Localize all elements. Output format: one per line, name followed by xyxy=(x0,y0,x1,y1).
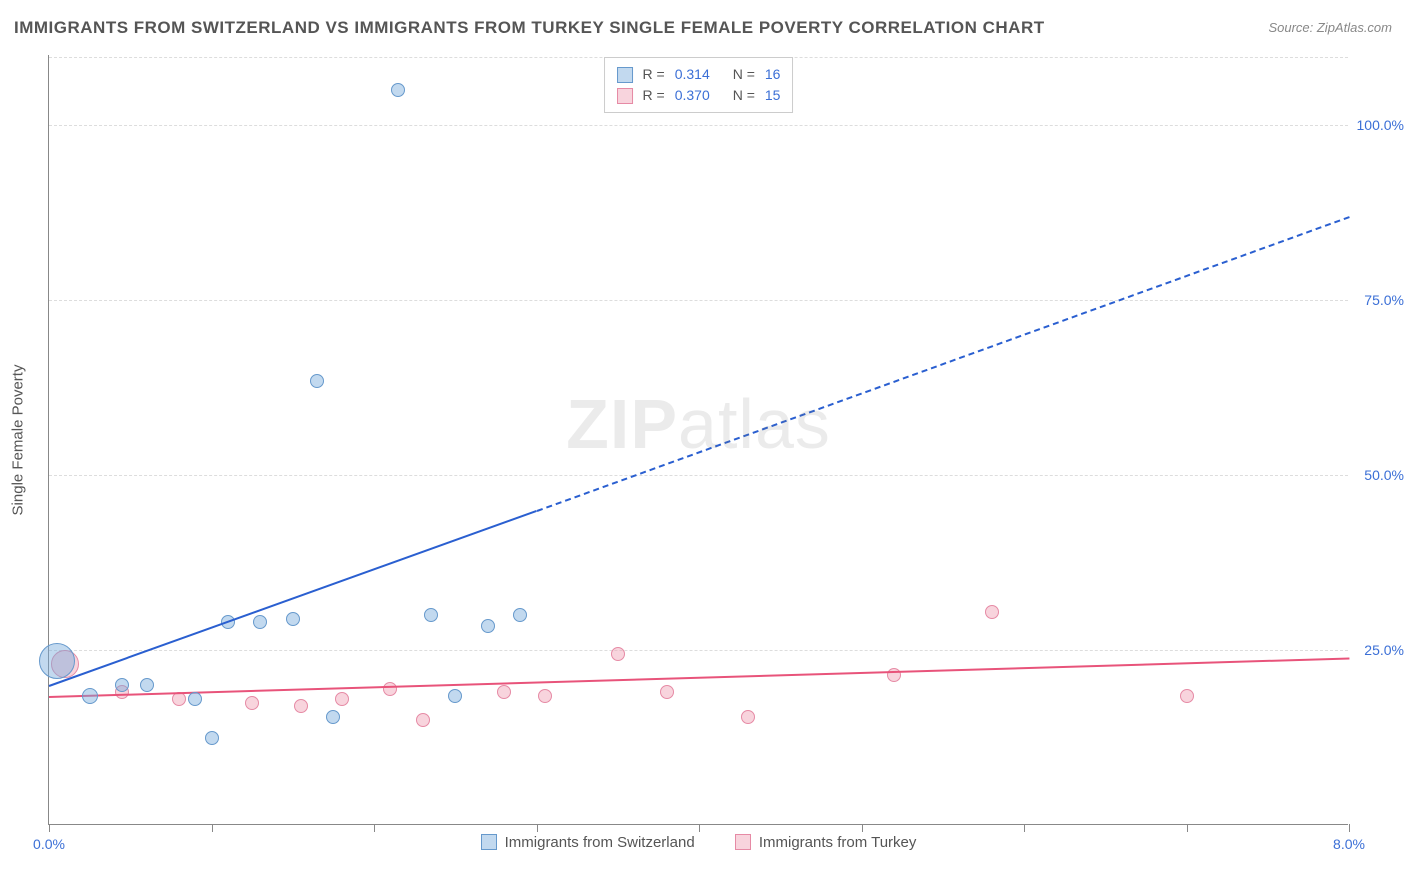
scatter-point-switzerland xyxy=(481,619,495,633)
scatter-point-switzerland xyxy=(424,608,438,622)
x-tick xyxy=(1187,824,1188,832)
n-label: N = xyxy=(733,85,755,106)
x-tick xyxy=(374,824,375,832)
n-value: 15 xyxy=(765,85,781,106)
trend-line xyxy=(49,510,537,687)
r-value: 0.314 xyxy=(675,64,723,85)
scatter-point-switzerland xyxy=(286,612,300,626)
y-axis-label: Single Female Poverty xyxy=(10,365,27,516)
scatter-point-turkey xyxy=(538,689,552,703)
swatch-icon xyxy=(617,67,633,83)
x-tick-label: 0.0% xyxy=(33,836,65,852)
scatter-point-turkey xyxy=(741,710,755,724)
n-label: N = xyxy=(733,64,755,85)
scatter-point-switzerland xyxy=(115,678,129,692)
r-label: R = xyxy=(643,64,665,85)
chart-area: Single Female Poverty ZIPatlas R =0.314N… xyxy=(48,55,1348,825)
chart-title: IMMIGRANTS FROM SWITZERLAND VS IMMIGRANT… xyxy=(14,18,1045,37)
scatter-point-switzerland xyxy=(82,688,98,704)
plot-region: ZIPatlas R =0.314N =16R =0.370N =15 Immi… xyxy=(48,55,1348,825)
scatter-point-turkey xyxy=(335,692,349,706)
trend-line-dashed xyxy=(536,216,1349,512)
scatter-point-switzerland xyxy=(391,83,405,97)
source-prefix: Source: xyxy=(1268,20,1316,35)
x-tick xyxy=(1024,824,1025,832)
gridline xyxy=(49,125,1348,126)
legend-correlation-row: R = 0.370 N = 15 xyxy=(617,85,781,106)
scatter-point-turkey xyxy=(383,682,397,696)
x-tick xyxy=(862,824,863,832)
chart-header: IMMIGRANTS FROM SWITZERLAND VS IMMIGRANT… xyxy=(14,18,1392,48)
scatter-point-turkey xyxy=(1180,689,1194,703)
scatter-point-turkey xyxy=(887,668,901,682)
y-tick-label: 50.0% xyxy=(1364,467,1404,483)
x-tick xyxy=(212,824,213,832)
scatter-point-switzerland xyxy=(310,374,324,388)
gridline xyxy=(49,650,1348,651)
scatter-point-switzerland xyxy=(448,689,462,703)
correlation-legend: R = 0.314 N = 16 R = 0.370 N = 15 xyxy=(604,57,794,113)
x-tick xyxy=(49,824,50,832)
scatter-point-turkey xyxy=(660,685,674,699)
series-legend: Immigrants from Switzerland Immigrants f… xyxy=(49,834,1348,855)
legend-item-turkey: Immigrants from Turkey xyxy=(735,834,917,851)
scatter-point-switzerland xyxy=(140,678,154,692)
source-attribution: Source: ZipAtlas.com xyxy=(1268,20,1392,35)
x-tick xyxy=(1349,824,1350,832)
scatter-point-turkey xyxy=(245,696,259,710)
scatter-point-turkey xyxy=(416,713,430,727)
legend-correlation-row: R = 0.314 N = 16 xyxy=(617,64,781,85)
x-tick xyxy=(699,824,700,832)
scatter-point-turkey xyxy=(985,605,999,619)
source-name: ZipAtlas.com xyxy=(1317,20,1392,35)
gridline xyxy=(49,300,1348,301)
legend-item-switzerland: Immigrants from Switzerland xyxy=(481,834,695,851)
scatter-point-switzerland xyxy=(205,731,219,745)
x-tick xyxy=(537,824,538,832)
scatter-point-switzerland xyxy=(326,710,340,724)
r-label: R = xyxy=(643,85,665,106)
y-tick-label: 25.0% xyxy=(1364,642,1404,658)
y-tick-label: 100.0% xyxy=(1357,117,1404,133)
swatch-icon xyxy=(481,834,497,850)
trend-line xyxy=(49,657,1349,697)
gridline xyxy=(49,475,1348,476)
swatch-icon xyxy=(617,88,633,104)
scatter-point-switzerland xyxy=(253,615,267,629)
scatter-point-switzerland xyxy=(188,692,202,706)
legend-label: Immigrants from Turkey xyxy=(759,834,917,851)
watermark-bold: ZIP xyxy=(566,385,678,463)
legend-label: Immigrants from Switzerland xyxy=(505,834,695,851)
y-tick-label: 75.0% xyxy=(1364,292,1404,308)
scatter-point-switzerland xyxy=(39,643,75,679)
scatter-point-turkey xyxy=(497,685,511,699)
scatter-point-switzerland xyxy=(513,608,527,622)
r-value: 0.370 xyxy=(675,85,723,106)
x-tick-label: 8.0% xyxy=(1333,836,1365,852)
n-value: 16 xyxy=(765,64,781,85)
scatter-point-turkey xyxy=(294,699,308,713)
scatter-point-turkey xyxy=(611,647,625,661)
swatch-icon xyxy=(735,834,751,850)
